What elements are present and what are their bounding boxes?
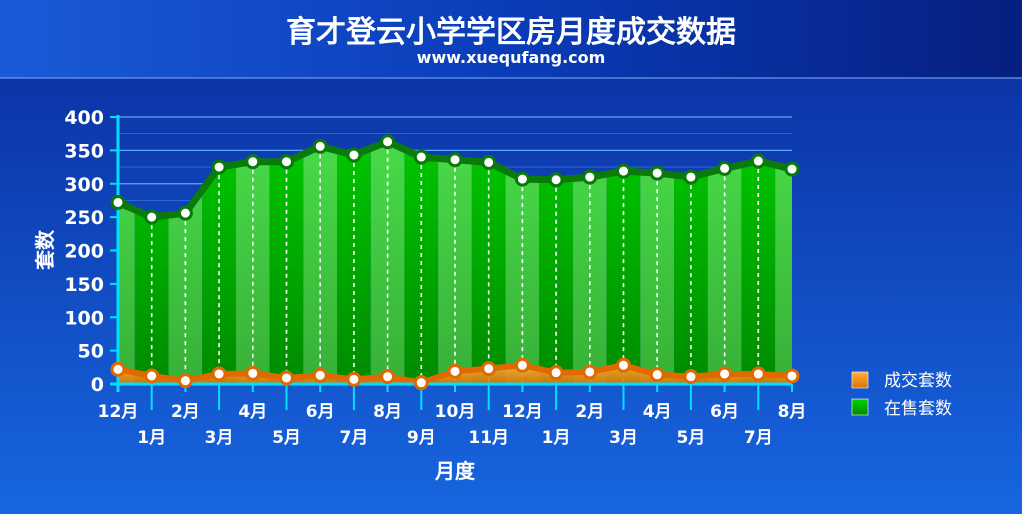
chart-title: 育才登云小学学区房月度成交数据 <box>286 15 736 50</box>
x-tick-label: 4月 <box>643 402 672 422</box>
x-tick-label: 9月 <box>407 428 436 448</box>
y-axis-title: 套数 <box>33 229 57 270</box>
data-point-deals <box>447 363 463 379</box>
x-tick-label: 1月 <box>542 428 571 448</box>
x-tick-label: 4月 <box>238 402 267 422</box>
data-point-deals <box>245 365 261 381</box>
data-point-onsale <box>683 169 699 185</box>
y-tick-label: 150 <box>64 274 104 296</box>
y-tick-labels: 0 50 100 150 200 250 300 350 400 <box>64 107 104 396</box>
area-stripe <box>707 141 742 384</box>
y-tick-label: 50 <box>78 341 104 363</box>
x-tick-labels: 12月1月2月3月4月5月6月7月8月9月10月11月12月1月2月3月4月5月… <box>98 402 807 448</box>
x-tick-label: 12月 <box>98 402 139 422</box>
data-point-deals <box>750 366 766 382</box>
data-point-deals <box>279 370 294 386</box>
y-tick-label: 200 <box>64 241 104 263</box>
x-tick-label: 5月 <box>272 428 301 448</box>
data-point-onsale <box>582 169 598 185</box>
x-tick-label: 7月 <box>744 428 773 448</box>
x-tick-label: 8月 <box>373 402 402 422</box>
chart-subtitle: www.xuequfang.com <box>417 48 606 67</box>
data-point-onsale <box>750 153 766 169</box>
y-tick-label: 100 <box>64 307 104 329</box>
x-tick-label: 2月 <box>171 402 200 422</box>
x-tick-label: 5月 <box>676 428 705 448</box>
y-tick-label: 250 <box>64 207 104 229</box>
data-point-onsale <box>784 161 800 177</box>
data-point-onsale <box>413 149 429 165</box>
data-point-onsale <box>245 154 261 170</box>
area-stripe <box>741 141 776 384</box>
x-tick-label: 10月 <box>435 402 476 422</box>
legend-label-onsale: 在售套数 <box>884 399 952 419</box>
x-tick-label: 6月 <box>306 402 335 422</box>
legend-label-deals: 成交套数 <box>884 371 952 391</box>
area-stripe <box>235 141 270 384</box>
y-tick-label: 400 <box>64 107 104 129</box>
data-point-onsale <box>616 163 631 179</box>
data-point-onsale <box>548 172 564 188</box>
data-point-deals <box>312 367 328 383</box>
x-tick-label: 2月 <box>575 402 604 422</box>
data-point-onsale <box>110 194 126 210</box>
x-tick-label: 11月 <box>468 428 509 448</box>
data-point-onsale <box>380 134 396 150</box>
area-stripe <box>775 141 792 384</box>
data-point-onsale <box>211 159 227 175</box>
x-axis-title: 月度 <box>434 459 476 483</box>
data-point-onsale <box>481 154 497 170</box>
legend-swatch-onsale <box>851 398 869 416</box>
data-point-deals <box>481 361 497 377</box>
area-stripe <box>438 141 472 384</box>
data-point-onsale <box>447 152 463 168</box>
data-point-deals <box>548 365 564 381</box>
x-tick-label: 1月 <box>137 428 166 448</box>
x-tick-label: 12月 <box>502 402 543 422</box>
data-point-deals <box>649 367 665 383</box>
data-point-onsale <box>144 209 160 225</box>
title-banner <box>0 0 1022 78</box>
area-stripe <box>269 141 304 384</box>
data-point-deals <box>346 371 362 387</box>
x-tick-label: 6月 <box>710 402 739 422</box>
data-point-deals <box>717 366 733 382</box>
data-point-deals <box>413 375 429 391</box>
data-point-deals <box>177 373 193 389</box>
data-point-deals <box>616 357 631 373</box>
data-point-deals <box>380 369 396 385</box>
legend-swatch-deals <box>851 371 869 389</box>
data-point-onsale <box>717 160 733 176</box>
data-point-deals <box>582 364 598 380</box>
y-tick-label: 0 <box>91 374 104 396</box>
data-point-onsale <box>514 171 530 187</box>
data-point-deals <box>514 357 530 373</box>
legend: 成交套数 在售套数 <box>851 371 952 419</box>
data-point-onsale <box>649 165 665 181</box>
y-tick-label: 300 <box>64 174 104 196</box>
y-tick-label: 350 <box>64 140 104 162</box>
category-dash-lines <box>150 149 760 384</box>
data-point-onsale <box>346 147 362 163</box>
data-point-deals <box>110 361 126 377</box>
data-point-onsale <box>279 154 294 170</box>
data-points <box>110 134 800 391</box>
data-point-deals <box>211 366 227 382</box>
data-point-deals <box>144 368 160 384</box>
data-point-onsale <box>177 205 193 221</box>
x-tick-label: 8月 <box>778 402 807 422</box>
x-tick-label: 3月 <box>205 428 234 448</box>
data-point-deals <box>784 368 800 384</box>
data-point-onsale <box>312 138 328 154</box>
data-point-deals <box>683 369 699 385</box>
x-tick-label: 7月 <box>339 428 368 448</box>
x-tick-label: 3月 <box>609 428 638 448</box>
